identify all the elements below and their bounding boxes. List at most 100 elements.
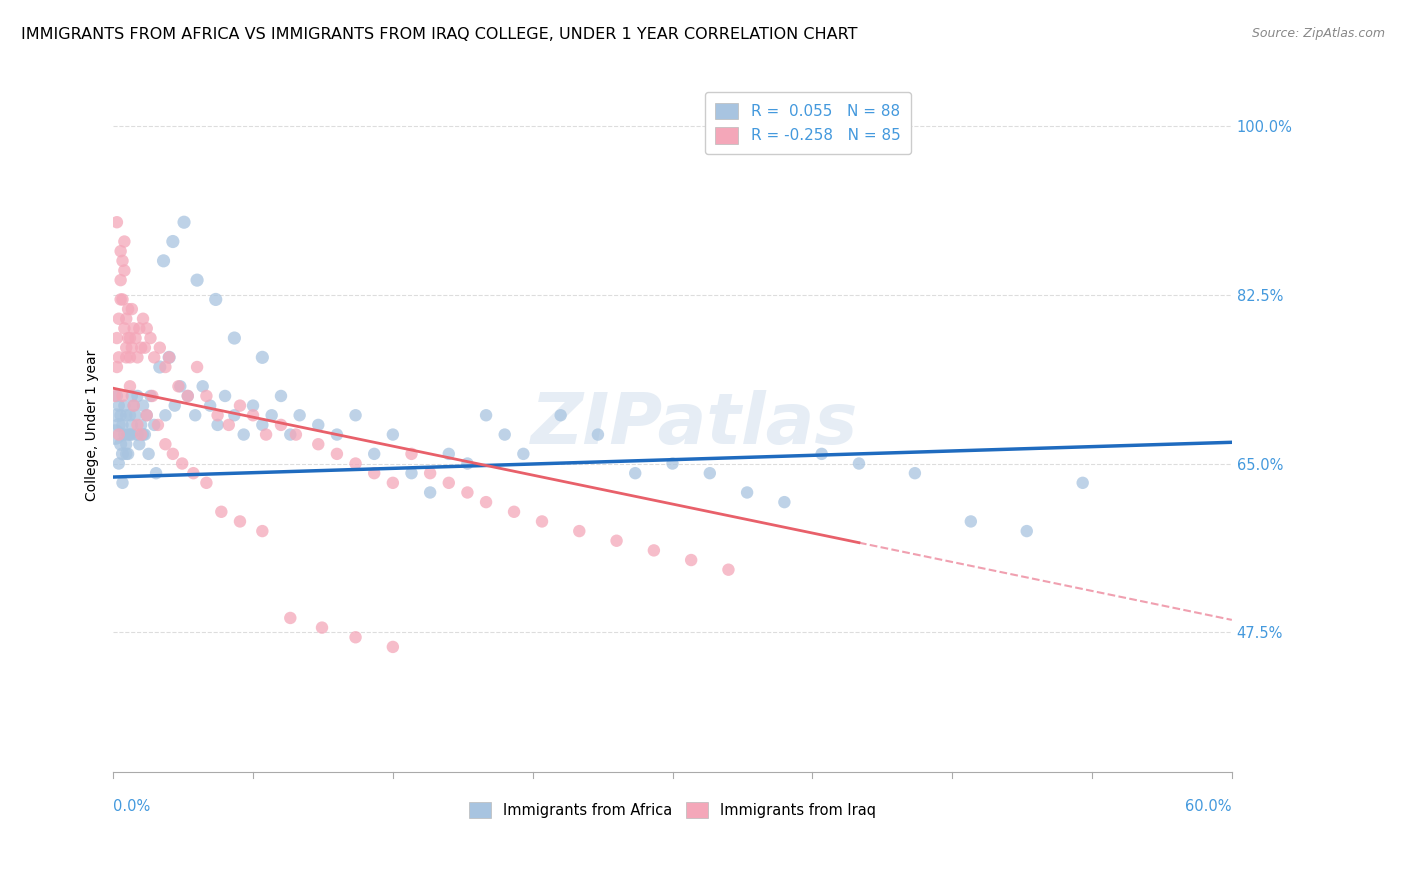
Point xyxy=(167,379,190,393)
Point xyxy=(127,389,149,403)
Point xyxy=(127,417,149,432)
Point xyxy=(149,341,172,355)
Point xyxy=(139,331,162,345)
Point xyxy=(157,351,180,365)
Point xyxy=(129,417,152,432)
Point xyxy=(172,457,194,471)
Point xyxy=(117,331,139,345)
Point xyxy=(209,505,232,519)
Point xyxy=(512,447,534,461)
Point xyxy=(311,621,333,635)
Point xyxy=(105,359,128,374)
Text: IMMIGRANTS FROM AFRICA VS IMMIGRANTS FROM IRAQ COLLEGE, UNDER 1 YEAR CORRELATION: IMMIGRANTS FROM AFRICA VS IMMIGRANTS FRO… xyxy=(21,27,858,42)
Point xyxy=(218,417,240,432)
Point xyxy=(326,447,349,461)
Point xyxy=(122,399,145,413)
Point xyxy=(112,263,135,277)
Point xyxy=(112,399,135,413)
Point xyxy=(111,475,134,490)
Y-axis label: College, Under 1 year: College, Under 1 year xyxy=(86,350,100,500)
Point xyxy=(207,409,229,423)
Point xyxy=(163,399,186,413)
Point xyxy=(112,321,135,335)
Point xyxy=(121,341,143,355)
Point xyxy=(115,351,138,365)
Point xyxy=(270,417,292,432)
Point xyxy=(107,399,129,413)
Point xyxy=(184,409,207,423)
Point xyxy=(107,457,129,471)
Point xyxy=(107,311,129,326)
Point xyxy=(104,427,127,442)
Point xyxy=(363,466,385,480)
Point xyxy=(419,485,441,500)
Point xyxy=(1071,475,1094,490)
Point xyxy=(173,215,195,229)
Point xyxy=(568,524,591,538)
Point xyxy=(107,351,129,365)
Point xyxy=(288,409,311,423)
Point xyxy=(661,457,683,471)
Point xyxy=(117,302,139,317)
Point xyxy=(270,389,292,403)
Point xyxy=(162,235,184,249)
Point xyxy=(401,466,423,480)
Point xyxy=(381,427,404,442)
Point xyxy=(118,379,141,393)
Point xyxy=(344,630,367,644)
Point xyxy=(307,437,329,451)
Point xyxy=(129,427,152,442)
Point xyxy=(157,351,180,365)
Point xyxy=(121,427,143,442)
Point xyxy=(326,427,349,442)
Point xyxy=(456,485,478,500)
Point xyxy=(121,302,143,317)
Point xyxy=(207,417,229,432)
Point xyxy=(112,235,135,249)
Point xyxy=(124,331,146,345)
Point xyxy=(104,389,127,403)
Point xyxy=(143,351,166,365)
Point xyxy=(135,409,157,423)
Point xyxy=(146,417,169,432)
Point xyxy=(232,427,254,442)
Point xyxy=(1015,524,1038,538)
Point xyxy=(149,359,172,374)
Point xyxy=(186,359,208,374)
Point xyxy=(107,427,129,442)
Point xyxy=(111,417,134,432)
Point xyxy=(229,399,252,413)
Point xyxy=(195,475,218,490)
Point xyxy=(307,417,329,432)
Point xyxy=(122,321,145,335)
Point xyxy=(134,427,156,442)
Point xyxy=(111,389,134,403)
Point xyxy=(129,341,152,355)
Point xyxy=(115,311,138,326)
Point xyxy=(132,427,155,442)
Point xyxy=(118,409,141,423)
Point xyxy=(155,437,177,451)
Point xyxy=(177,389,200,403)
Point xyxy=(110,409,132,423)
Point xyxy=(115,341,138,355)
Point xyxy=(115,447,138,461)
Point xyxy=(494,427,516,442)
Point xyxy=(773,495,796,509)
Text: Source: ZipAtlas.com: Source: ZipAtlas.com xyxy=(1251,27,1385,40)
Point xyxy=(128,437,150,451)
Point xyxy=(169,379,191,393)
Point xyxy=(118,331,141,345)
Point xyxy=(224,409,246,423)
Point xyxy=(135,409,157,423)
Point xyxy=(699,466,721,480)
Point xyxy=(139,389,162,403)
Point xyxy=(437,447,460,461)
Point xyxy=(183,466,205,480)
Point xyxy=(278,611,301,625)
Point xyxy=(107,417,129,432)
Point xyxy=(105,389,128,403)
Point xyxy=(118,351,141,365)
Point xyxy=(177,389,200,403)
Point xyxy=(127,427,149,442)
